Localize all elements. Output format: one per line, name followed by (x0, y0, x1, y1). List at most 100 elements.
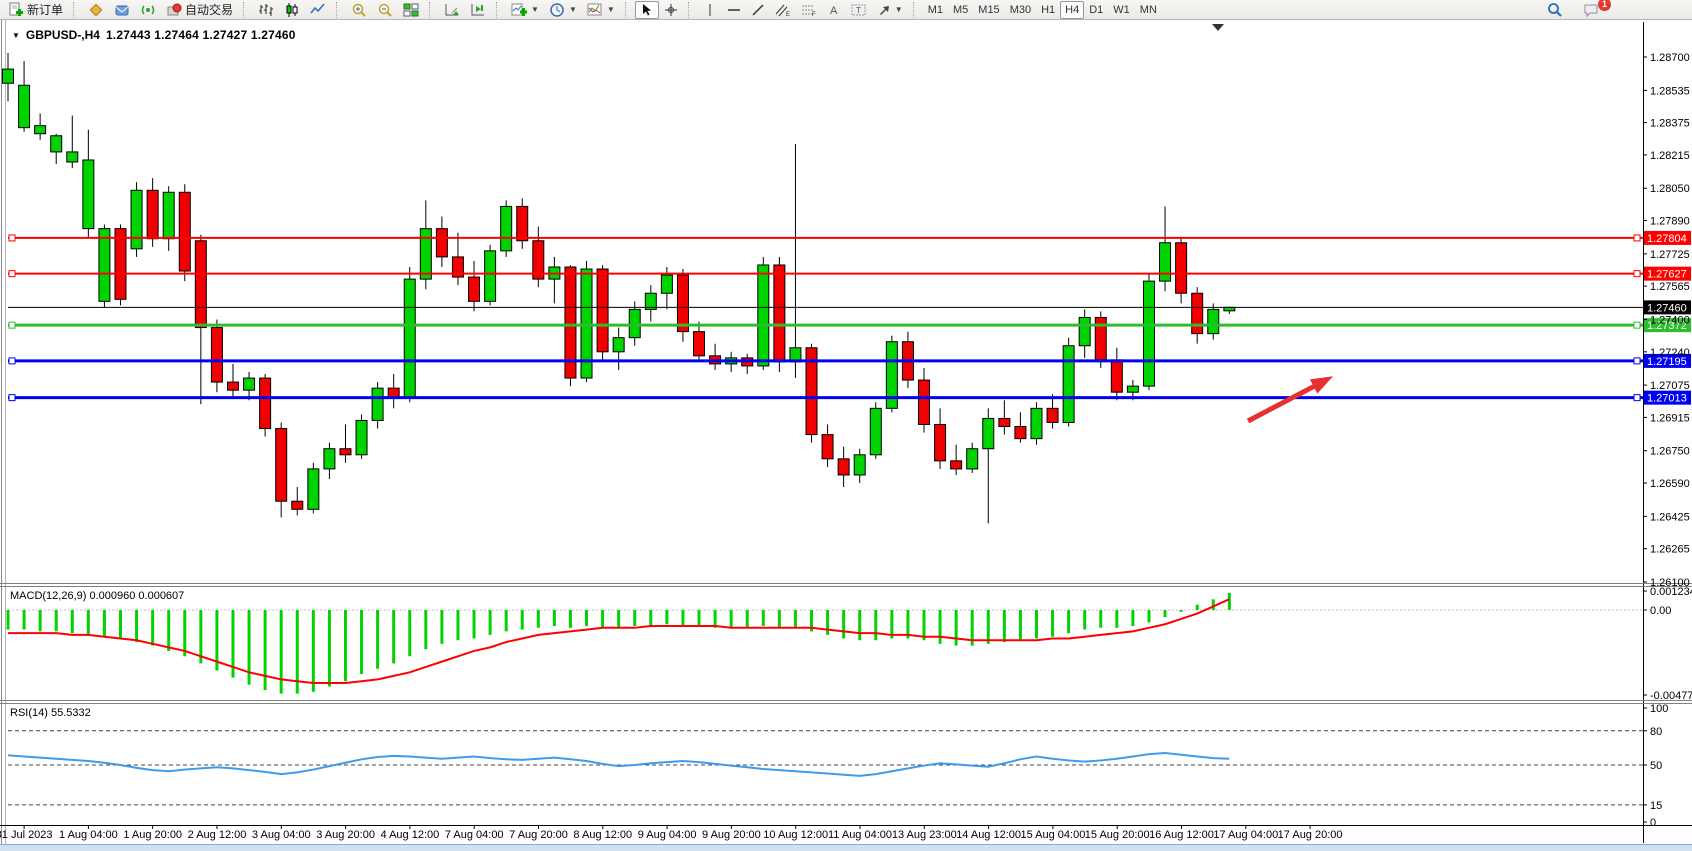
hline-1.27804[interactable] (8, 234, 1643, 242)
zoom-in-icon (351, 2, 367, 18)
signals-button[interactable] (135, 1, 161, 19)
timeframe-button-M5[interactable]: M5 (953, 3, 969, 16)
svg-text:7 Aug 04:00: 7 Aug 04:00 (445, 829, 504, 841)
template-icon (587, 2, 603, 18)
autotrading-button[interactable]: 自动交易 (161, 1, 238, 19)
arrows-tool-button[interactable]: ▼ (872, 1, 908, 19)
rsi-pane-splitter[interactable] (0, 700, 1692, 704)
autotrading-label: 自动交易 (185, 3, 234, 17)
svg-text:17 Aug 04:00: 17 Aug 04:00 (1213, 829, 1278, 841)
hline-handle[interactable] (8, 234, 16, 242)
hline-handle[interactable] (1633, 234, 1641, 242)
price-badge-1.27372: 1.27372 (1644, 318, 1691, 333)
chart-area[interactable]: ▼ GBPUSD-,H4 1.27443 1.27464 1.27427 1.2… (0, 20, 1692, 851)
macd-axis[interactable]: 0.001234 0.00 -0.004774 (1643, 586, 1692, 702)
hline-handle[interactable] (8, 321, 16, 329)
hline-1.27372[interactable] (8, 321, 1643, 329)
price-axis[interactable]: 1.28700 1.28535 1.28375 1.28215 1.28050 1.278… (1643, 52, 1690, 589)
hline-handle[interactable] (8, 357, 16, 365)
hline-handle[interactable] (1633, 321, 1641, 329)
timeframe-button-M30[interactable]: M30 (1009, 3, 1032, 16)
indicators-button[interactable]: ▼ (506, 1, 544, 19)
line-chart-button[interactable] (305, 1, 331, 19)
crosshair-icon (664, 3, 678, 17)
zoom-out-button[interactable] (372, 1, 398, 19)
svg-text:3 Aug 04:00: 3 Aug 04:00 (252, 829, 311, 841)
zoom-in-button[interactable] (346, 1, 372, 19)
hline-1.27627[interactable] (8, 270, 1643, 278)
zoom-out-icon (377, 2, 393, 18)
timeframe-button-MN[interactable]: MN (1139, 3, 1157, 16)
vertical-line-tool-button[interactable] (698, 1, 722, 19)
fibonacci-tool-button[interactable]: F (796, 1, 822, 19)
new-order-button[interactable]: 新订单 (3, 1, 68, 19)
svg-text:1.27195: 1.27195 (1647, 356, 1687, 368)
chart-background (0, 20, 1692, 845)
search-button[interactable] (1542, 1, 1568, 19)
dropdown-caret-icon: ▼ (568, 5, 577, 14)
svg-text:1.27627: 1.27627 (1647, 269, 1687, 281)
macd-histogram (6, 592, 1231, 694)
hline-handle[interactable] (8, 394, 16, 402)
chart-shift-button[interactable] (465, 1, 491, 19)
rsi-label: RSI(14) 55.5332 (10, 707, 91, 719)
timeframe-button-M15[interactable]: M15 (978, 3, 1000, 16)
svg-text:15: 15 (1650, 800, 1662, 812)
horizontal-line-tool-button[interactable] (722, 1, 746, 19)
bar-chart-button[interactable] (253, 1, 279, 19)
market-watch-button[interactable] (83, 1, 109, 19)
channel-tool-button[interactable]: E (770, 1, 796, 19)
notifications-button[interactable]: 1 (1578, 0, 1611, 19)
chart-shift-icon (470, 2, 486, 18)
periods-button[interactable]: ▼ (544, 1, 582, 19)
annotation-arrow[interactable] (1246, 376, 1334, 424)
tile-windows-button[interactable] (398, 1, 424, 19)
text-label-tool-button[interactable]: T (846, 1, 872, 19)
macd-pane-splitter[interactable] (0, 583, 1692, 587)
templates-button[interactable]: ▼ (582, 1, 620, 19)
svg-text:1.26590: 1.26590 (1650, 478, 1690, 490)
rsi-axis[interactable]: 100 80 50 15 0 (1643, 703, 1668, 829)
chart-shift-marker[interactable] (1212, 24, 1224, 31)
hline-handle[interactable] (1633, 270, 1641, 278)
crosshair-tool-button[interactable] (659, 1, 683, 19)
hline-handle[interactable] (1633, 357, 1641, 365)
horizontal-line-icon (727, 3, 741, 17)
svg-text:1.28215: 1.28215 (1650, 150, 1690, 162)
toolbar-separator (687, 1, 693, 18)
svg-text:1 Aug 04:00: 1 Aug 04:00 (59, 829, 118, 841)
cursor-tool-button[interactable] (634, 0, 659, 19)
hline-1.27195[interactable] (8, 357, 1643, 365)
timeframe-button-M1[interactable]: M1 (927, 3, 943, 16)
timeframe-button-D1[interactable]: D1 (1089, 3, 1104, 16)
hline-handle[interactable] (8, 270, 16, 278)
current-price-line: 1.27460 (8, 300, 1691, 315)
timeframe-button-H1[interactable]: H1 (1041, 3, 1056, 16)
svg-text:10 Aug 12:00: 10 Aug 12:00 (763, 829, 828, 841)
data-window-button[interactable] (109, 1, 135, 19)
svg-text:1.28700: 1.28700 (1650, 52, 1690, 64)
svg-text:2 Aug 12:00: 2 Aug 12:00 (188, 829, 247, 841)
candlestick-icon (284, 2, 300, 18)
time-axis[interactable]: 31 Jul 2023 1 Aug 04:00 1 Aug 20:00 2 Aug 1… (0, 825, 1343, 841)
hline-1.27013[interactable] (8, 394, 1643, 402)
timeframe-button-H4[interactable]: H4 (1060, 0, 1085, 19)
trendline-tool-button[interactable] (746, 1, 770, 19)
svg-text:1.27890: 1.27890 (1650, 216, 1690, 228)
svg-text:100: 100 (1650, 703, 1668, 715)
toolbar-separator (624, 1, 630, 18)
svg-text:1.28535: 1.28535 (1650, 85, 1690, 97)
text-tool-button[interactable]: A (822, 1, 846, 19)
rsi-line (7, 752, 1230, 777)
bar-chart-icon (258, 2, 274, 18)
hline-handle[interactable] (1633, 394, 1641, 402)
collapse-ohlc-toggle[interactable]: ▼ (12, 30, 20, 40)
toolbar-separator (496, 1, 501, 18)
timeframe-button-W1[interactable]: W1 (1113, 3, 1130, 16)
auto-scroll-button[interactable] (439, 1, 465, 19)
toolbar-separator (243, 1, 248, 18)
new-order-label: 新订单 (27, 3, 64, 17)
candlestick-chart-button[interactable] (279, 1, 305, 19)
